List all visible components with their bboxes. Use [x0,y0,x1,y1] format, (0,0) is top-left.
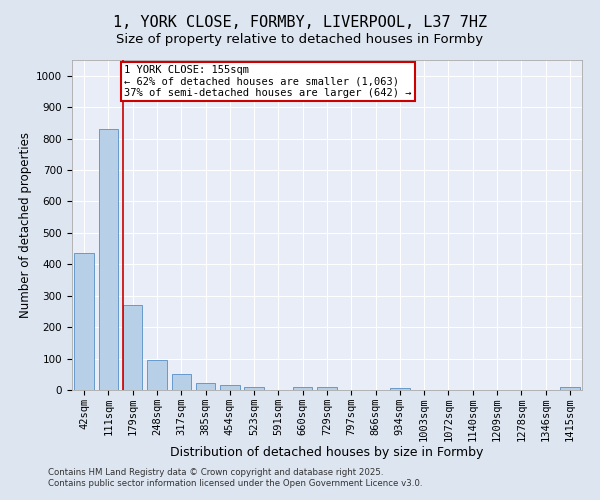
Bar [220,386,239,390]
Bar [244,387,264,390]
Bar [172,374,191,390]
Text: 1, YORK CLOSE, FORMBY, LIVERPOOL, L37 7HZ: 1, YORK CLOSE, FORMBY, LIVERPOOL, L37 7H… [113,15,487,30]
Bar [196,383,215,390]
Bar [147,360,167,390]
Bar [560,388,580,390]
Bar [74,254,94,390]
Text: Size of property relative to detached houses in Formby: Size of property relative to detached ho… [116,32,484,46]
Text: Contains HM Land Registry data © Crown copyright and database right 2025.
Contai: Contains HM Land Registry data © Crown c… [48,468,422,487]
X-axis label: Distribution of detached houses by size in Formby: Distribution of detached houses by size … [170,446,484,458]
Bar [123,305,142,390]
Bar [99,129,118,390]
Bar [293,387,313,390]
Bar [317,387,337,390]
Text: 1 YORK CLOSE: 155sqm
← 62% of detached houses are smaller (1,063)
37% of semi-de: 1 YORK CLOSE: 155sqm ← 62% of detached h… [124,64,412,98]
Y-axis label: Number of detached properties: Number of detached properties [19,132,32,318]
Bar [390,388,410,390]
